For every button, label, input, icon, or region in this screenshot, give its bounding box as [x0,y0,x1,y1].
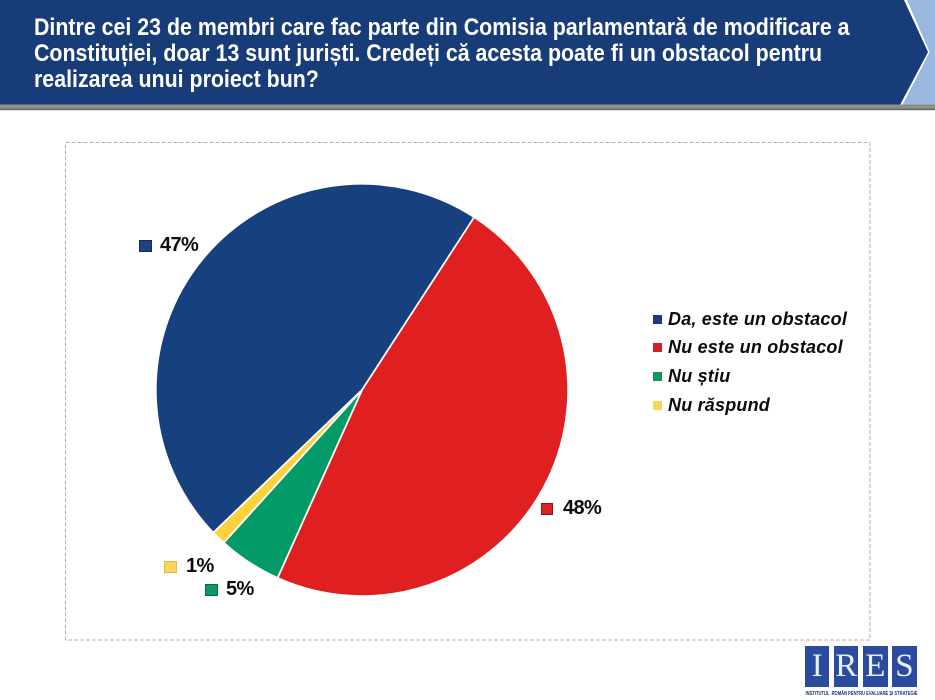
svg-text:INSTITUTUL ROMÂN PENTRU EVALU: INSTITUTUL ROMÂN PENTRU EVALUARE ȘI STRA… [806,690,918,697]
